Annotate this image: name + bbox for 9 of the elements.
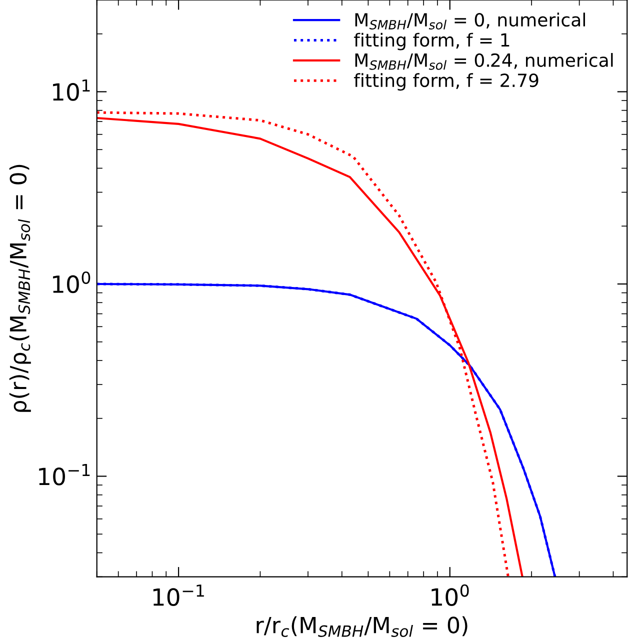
- legend-label: fitting form, f = 1: [354, 32, 510, 50]
- y-tick-label: 10$^{−1}$: [39, 464, 90, 486]
- x-axis-title: r/r$_{c}$(M$_{SMBH}$/M$_{sol}$ = 0): [256, 616, 468, 638]
- y-tick-label: 10$^{0}$: [53, 271, 90, 294]
- y-tick-label: 10$^{1}$: [53, 79, 90, 101]
- legend-label: M$_{SMBH}$/M$_{sol}$ = 0.24, numerical: [355, 53, 613, 70]
- legend-label: M$_{SMBH}$/M$_{sol}$ = 0, numerical: [355, 12, 585, 30]
- y-axis-title: ρ(r)/ρ$_{c}$(M$_{SMBH}$/M$_{sol}$ = 0): [9, 164, 31, 412]
- legend-label: fitting form, f = 2.79: [354, 73, 538, 91]
